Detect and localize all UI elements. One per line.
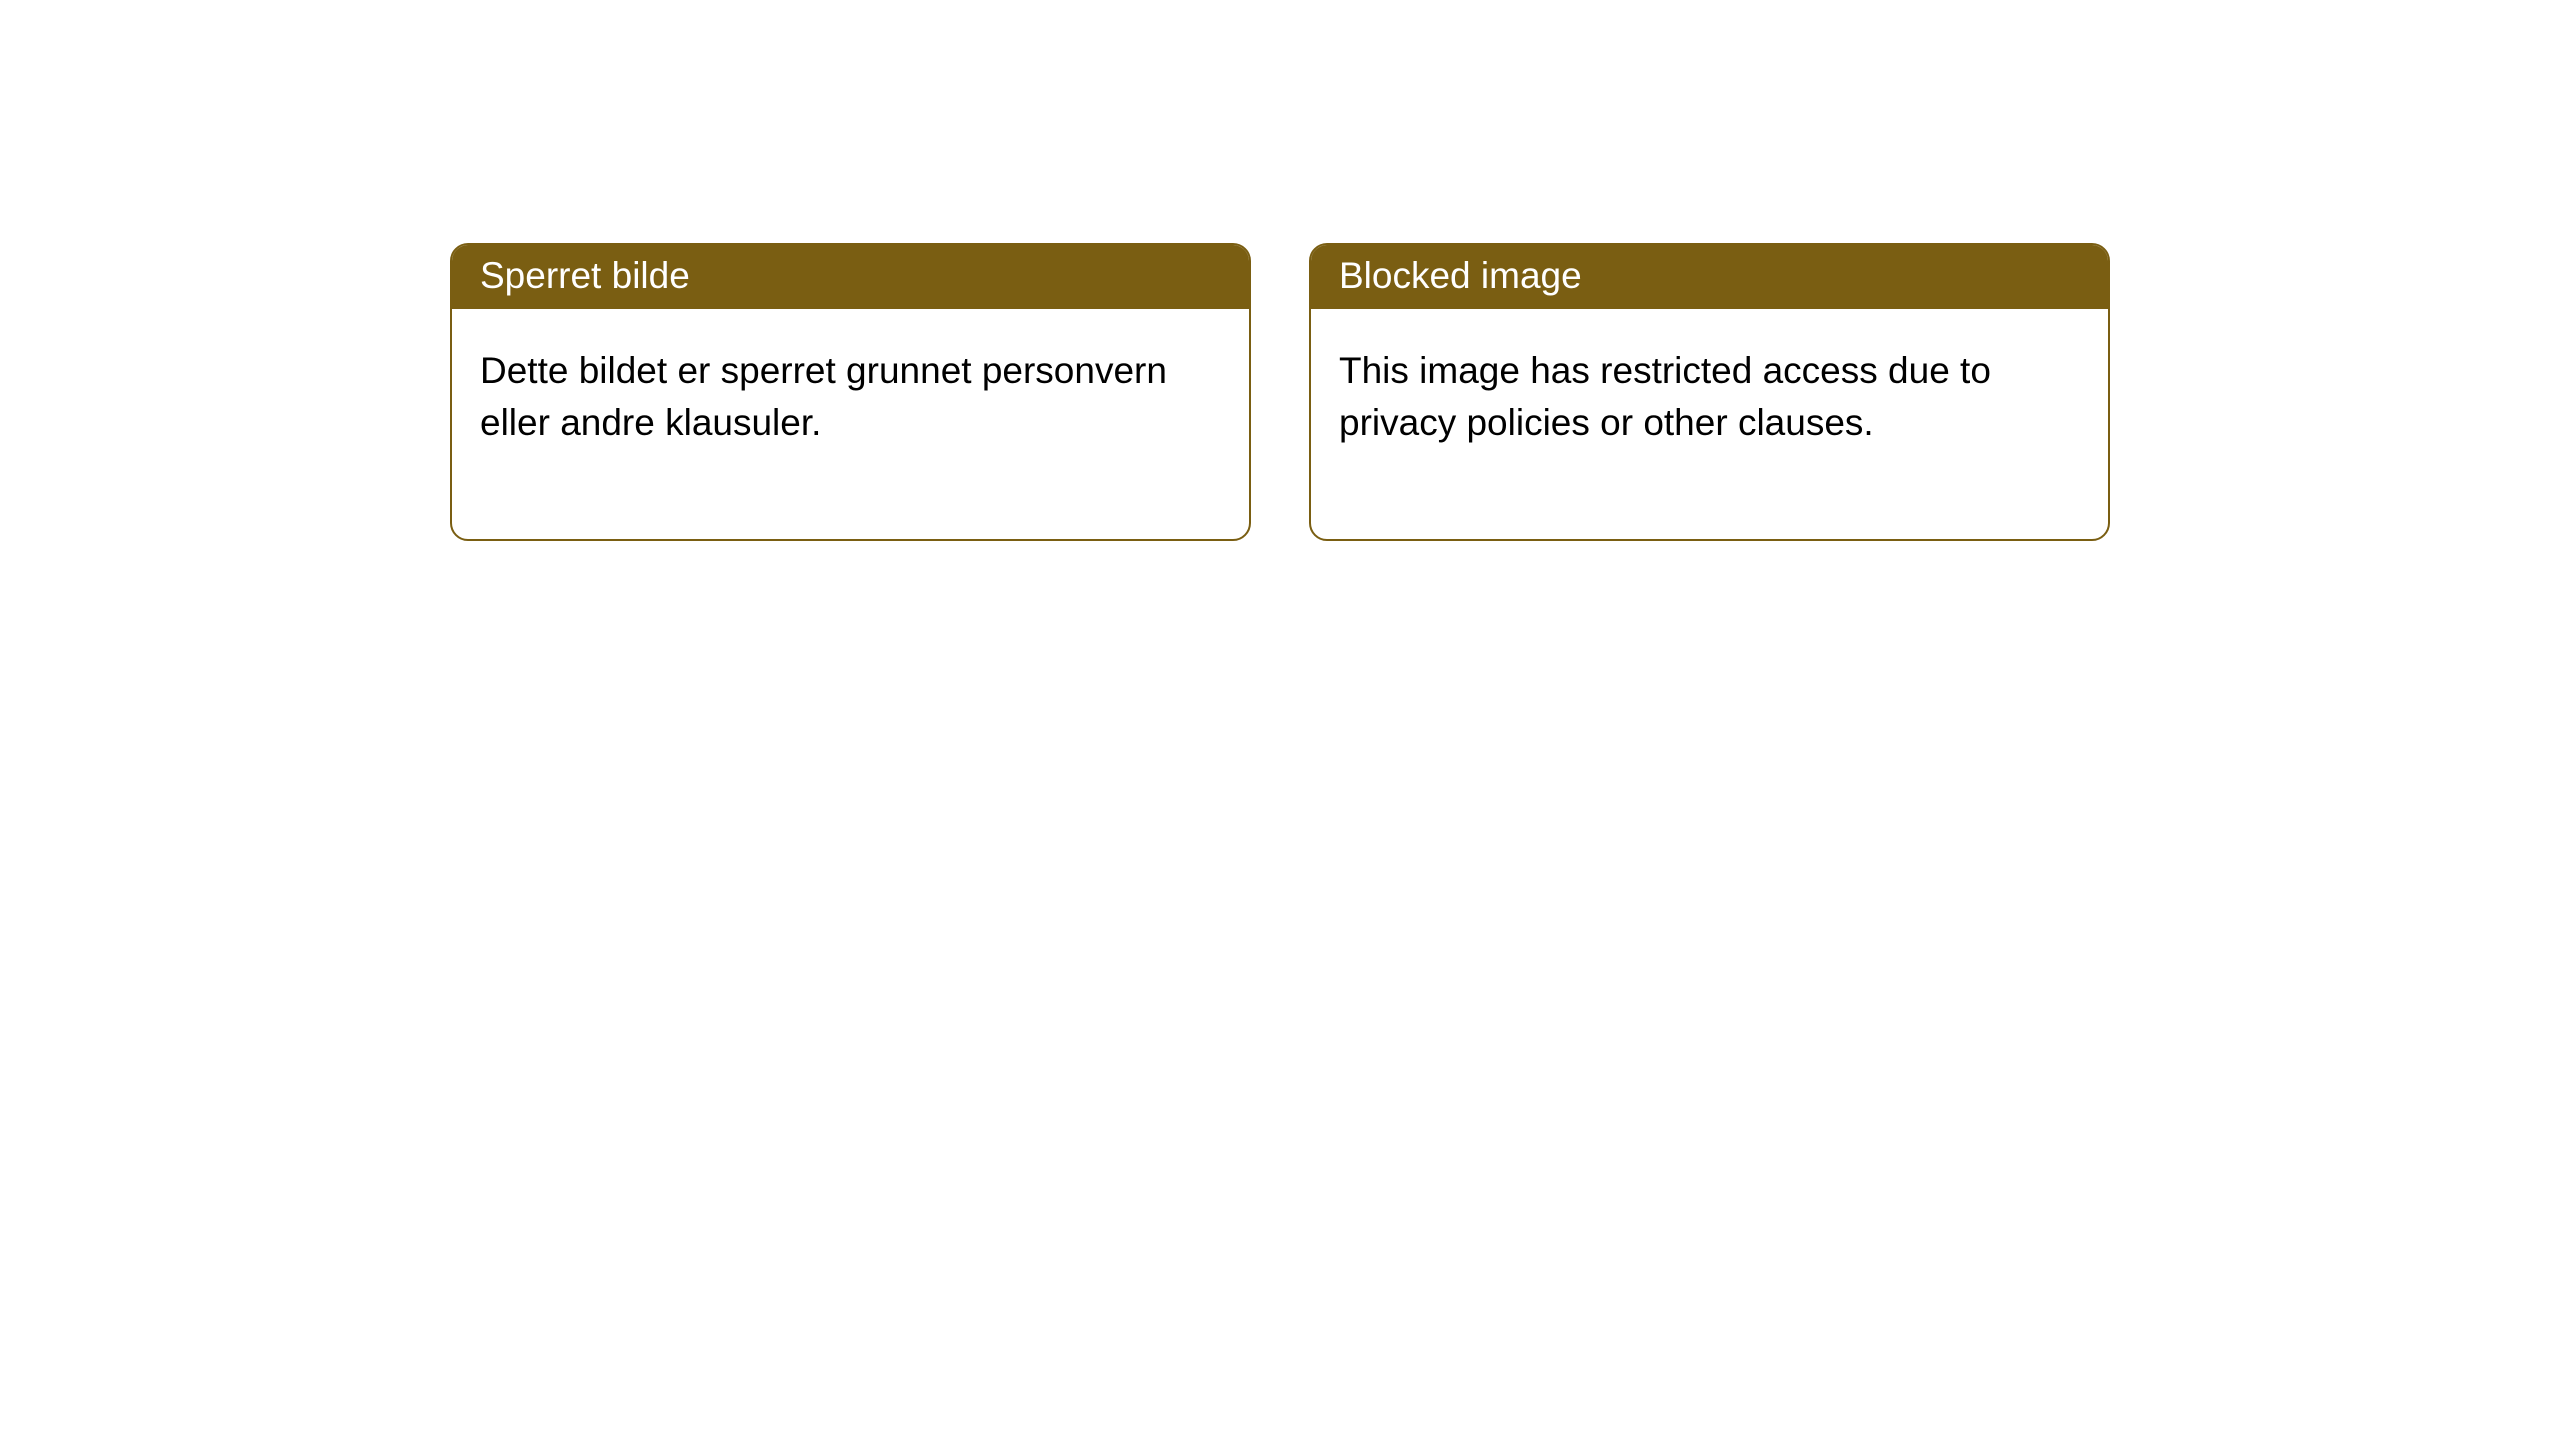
notice-cards-container: Sperret bilde Dette bildet er sperret gr… [0, 0, 2560, 541]
notice-card-norwegian: Sperret bilde Dette bildet er sperret gr… [450, 243, 1251, 541]
notice-card-header: Sperret bilde [452, 245, 1249, 309]
notice-card-body: Dette bildet er sperret grunnet personve… [452, 309, 1249, 539]
notice-card-body: This image has restricted access due to … [1311, 309, 2108, 539]
notice-card-english: Blocked image This image has restricted … [1309, 243, 2110, 541]
notice-card-header: Blocked image [1311, 245, 2108, 309]
